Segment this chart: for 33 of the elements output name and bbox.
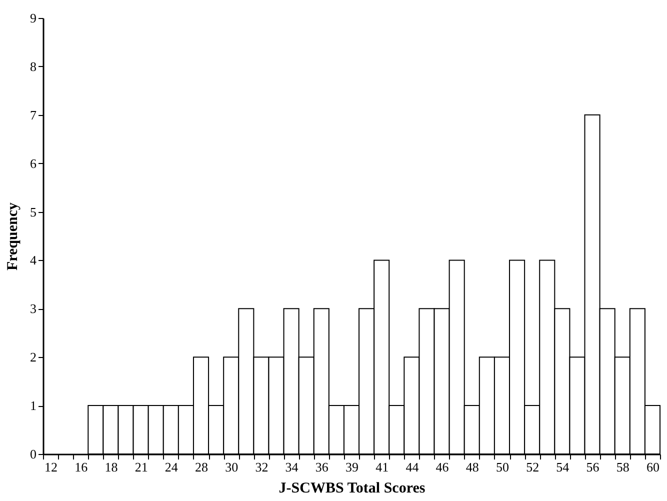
x-tick-label: 36 — [315, 460, 329, 474]
y-tick-label: 5 — [30, 204, 36, 220]
x-tick-label: 48 — [466, 460, 479, 474]
y-tick-label: 0 — [30, 446, 36, 462]
y-tick-label: 7 — [30, 107, 37, 122]
y-tick-label: 3 — [30, 301, 36, 316]
x-tick-label: 41 — [376, 460, 389, 474]
x-tick-label: 34 — [285, 460, 299, 474]
x-tick-label: 30 — [225, 460, 238, 474]
y-tick-label: 8 — [30, 58, 36, 74]
y-tick-label: 4 — [30, 252, 37, 268]
x-tick-label: 39 — [346, 460, 358, 474]
x-tick-label: 56 — [586, 460, 600, 474]
x-tick-label: 28 — [195, 460, 208, 474]
x-tick-label: 52 — [526, 460, 540, 474]
y-tick-label: 6 — [30, 156, 37, 171]
x-tick-label: 46 — [436, 460, 450, 474]
y-tick-label: 2 — [30, 350, 36, 365]
x-tick-label: 54 — [556, 460, 570, 474]
y-tick-label: 9 — [30, 10, 36, 26]
x-tick-label: 16 — [74, 460, 88, 474]
y-tick-label: 1 — [30, 398, 36, 414]
x-tick-label: 32 — [255, 460, 268, 474]
x-tick-label: 44 — [406, 460, 420, 474]
x-tick-label: 60 — [646, 460, 660, 474]
x-tick-label: 58 — [616, 460, 630, 474]
x-axis-title: J-SCWBS Total Scores — [278, 480, 426, 496]
x-tick-label: 50 — [496, 460, 509, 474]
x-tick-label: 24 — [164, 460, 178, 474]
y-axis-title: Frequency — [5, 202, 21, 271]
x-tick-label: 18 — [104, 460, 118, 474]
x-tick-label: 21 — [134, 460, 148, 474]
x-tick-label: 12 — [44, 460, 58, 474]
